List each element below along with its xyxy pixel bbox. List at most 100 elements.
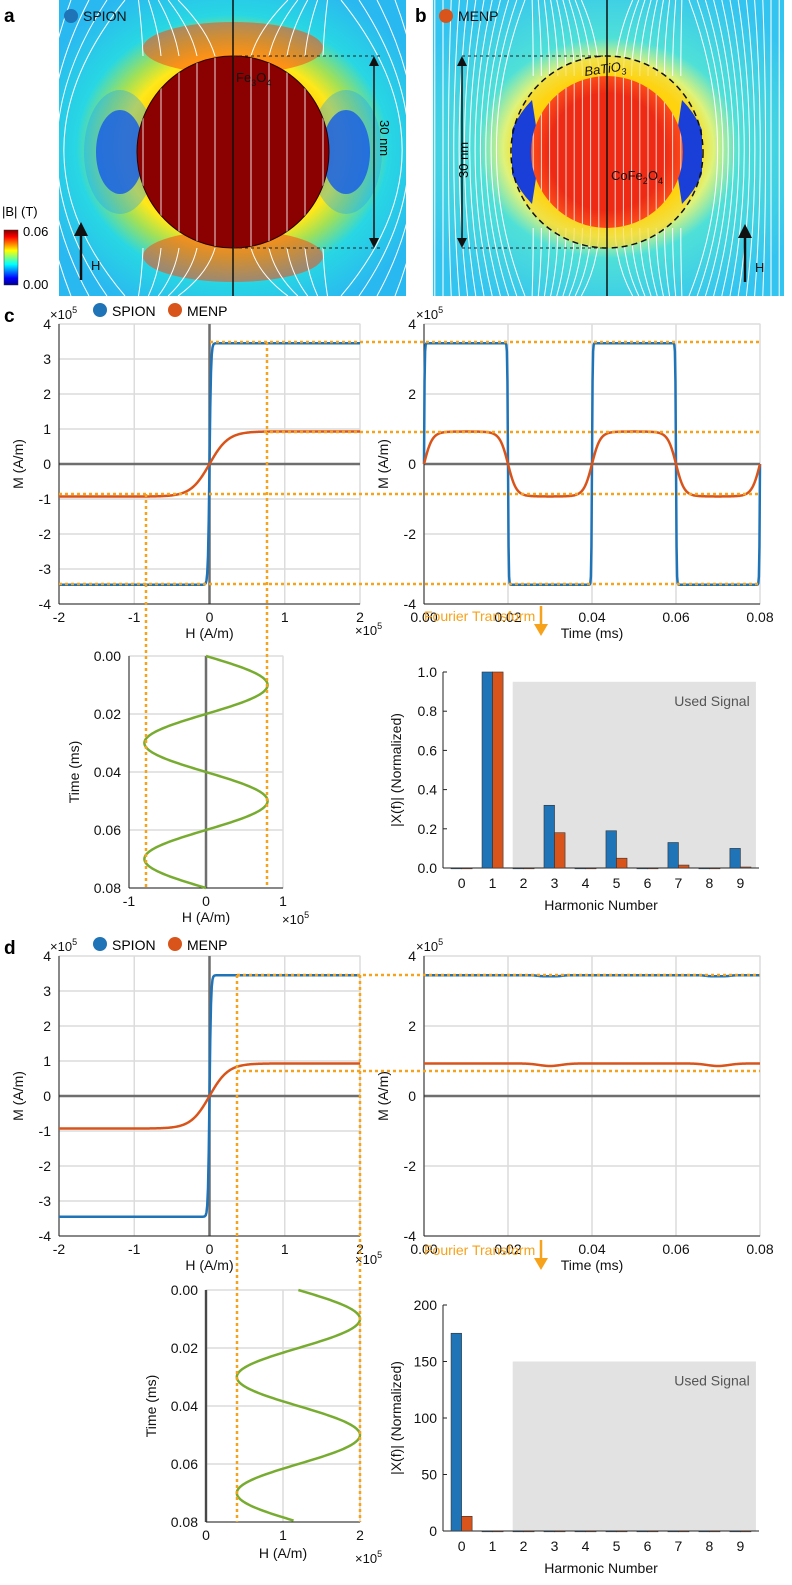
panel-a: a 30 nm Fe3O4 SPION H: [4, 0, 406, 296]
field-line: [680, 0, 683, 296]
menp-bar-harmonic-5: [616, 1530, 628, 1533]
panel-a-field-lines: [59, 0, 406, 296]
x-tick-label: 0.00: [410, 609, 437, 625]
field-line: [737, 0, 751, 296]
x-tick-label: 6: [644, 875, 652, 891]
field-line: [696, 0, 724, 296]
panel-b: b 30 nm BaTiO3 CoFe2O4 MENP H: [415, 0, 784, 296]
x-exponent-label: ×105: [355, 1549, 382, 1566]
field-line: [304, 0, 319, 296]
x-axis-label: Time (ms): [561, 1257, 623, 1273]
field-line: [250, 0, 289, 296]
y-tick-label: 0: [43, 456, 51, 472]
panel-b-legend-dot: [439, 9, 453, 23]
y-tick-label: -3: [39, 1193, 52, 1209]
spion-bar-harmonic-6: [636, 1530, 648, 1533]
y-tick-label: 0.0: [418, 860, 438, 876]
x-tick-label: 0.00: [410, 1241, 437, 1257]
y-tick-label: 1: [43, 1053, 51, 1069]
field-line: [469, 0, 485, 296]
panel-d-letter: d: [4, 938, 16, 959]
y-tick-label: 3: [43, 351, 51, 367]
drive-field-curve: [143, 654, 269, 890]
field-line: [762, 0, 767, 296]
menp-bar-harmonic-1: [492, 1530, 504, 1533]
x-tick-label: 3: [551, 875, 559, 891]
y-tick-label: 2: [408, 386, 416, 402]
field-line: [458, 0, 469, 296]
x-tick-label: 1: [489, 875, 497, 891]
field-line: [376, 0, 406, 296]
x-tick-label: 0: [202, 1527, 210, 1543]
menp-bar-harmonic-6: [647, 1530, 659, 1533]
spion-bar-harmonic-8: [698, 867, 710, 870]
menp-bar-harmonic-4: [585, 1530, 597, 1533]
spion-bar-harmonic-9: [729, 1530, 741, 1533]
y-exponent-label: ×105: [416, 305, 443, 322]
colorbar-max: 0.06: [23, 224, 48, 239]
x-tick-label: 7: [675, 875, 683, 891]
y-tick-label: 50: [421, 1467, 437, 1483]
y-tick-label: 0.04: [171, 1398, 198, 1414]
panel-a-legend-dot: [64, 9, 78, 23]
spion-bar-harmonic-9: [729, 848, 741, 869]
field-line: [167, 0, 198, 296]
y-axis-label: M (A/m): [10, 439, 26, 489]
x-tick-label: 1: [281, 609, 289, 625]
y-tick-label: 0: [429, 1523, 437, 1539]
panel-c-legend-spion: SPION: [112, 303, 156, 319]
y-exponent-label: ×105: [50, 937, 77, 954]
y-tick-label: 0.02: [94, 706, 121, 722]
x-tick-label: 0: [206, 609, 214, 625]
field-line: [745, 0, 756, 296]
y-tick-label: -4: [404, 1228, 417, 1244]
y-tick-label: 4: [43, 316, 51, 332]
y-axis-label: Time (ms): [66, 741, 82, 803]
panel-d-legend-spion: SPION: [112, 937, 156, 953]
x-axis-label: Harmonic Number: [544, 897, 658, 913]
menp-bar-harmonic-8: [709, 1530, 721, 1533]
spion-bar-harmonic-0: [450, 867, 462, 870]
y-axis-label: M (A/m): [375, 439, 391, 489]
y-tick-label: 0.00: [94, 648, 121, 664]
y-tick-label: -3: [39, 561, 52, 577]
y-tick-label: 0.04: [94, 764, 121, 780]
x-tick-label: 6: [644, 1538, 652, 1554]
y-tick-label: 4: [408, 948, 416, 964]
panel-a-size-label: 30 nm: [377, 120, 392, 156]
x-axis-label: Harmonic Number: [544, 1560, 658, 1576]
x-tick-label: 1: [489, 1538, 497, 1554]
spion-bar-harmonic-6: [636, 867, 648, 870]
x-tick-label: 3: [551, 1538, 559, 1554]
y-tick-label: 4: [43, 948, 51, 964]
y-axis-label: Time (ms): [143, 1375, 159, 1437]
spion-bar-harmonic-0: [450, 1332, 462, 1532]
x-tick-label: 0.04: [578, 1241, 605, 1257]
y-tick-label: 0.02: [171, 1340, 198, 1356]
panel-c-legend: SPION MENP: [93, 303, 227, 319]
x-tick-label: 5: [613, 1538, 621, 1554]
panel-a-material: Fe3O4: [236, 70, 271, 88]
colorbar: |B| (T) 0.06 0.00: [2, 204, 48, 292]
y-tick-label: 2: [43, 1018, 51, 1034]
x-tick-label: 8: [706, 1538, 714, 1554]
y-tick-label: 2: [408, 1018, 416, 1034]
y-tick-label: -4: [39, 1228, 52, 1244]
y-tick-label: 0.4: [418, 782, 438, 798]
menp-bar-harmonic-5: [616, 857, 628, 869]
field-line: [721, 0, 740, 296]
spion-bar-harmonic-4: [574, 1530, 586, 1533]
drive-field-curve: [235, 1288, 362, 1522]
y-tick-label: -4: [39, 596, 52, 612]
menp-bar-harmonic-2: [523, 867, 535, 870]
menp-bar-harmonic-7: [678, 1530, 690, 1533]
spion-bar-harmonic-1: [481, 671, 493, 869]
y-axis-label: |X(f)| (Normalized): [388, 1361, 404, 1475]
x-axis-label: H (A/m): [185, 1257, 233, 1273]
x-tick-label: 1: [279, 893, 287, 909]
panel-c: c SPION MENP -2 -1 0 1 2 -4 -3 -2 -1 0 1 2 3 4 H (A/m)…: [4, 303, 774, 927]
panel-b-core-label: CoFe2O4: [611, 168, 663, 186]
y-tick-label: 0.2: [418, 821, 438, 837]
panel-d: d SPION MENP -2 -1 0 1 2 -4 -3 -2 -1 0 1 2 3 4 H (A/m)…: [4, 937, 774, 1576]
